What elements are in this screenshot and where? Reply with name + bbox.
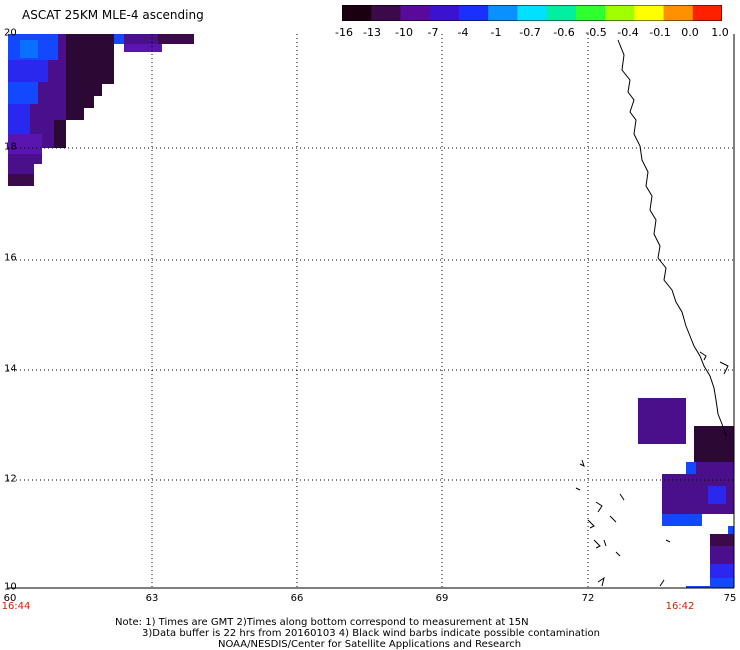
coastline	[575, 39, 729, 587]
swath-southeast	[638, 398, 734, 588]
lon-label-60: 60	[3, 593, 17, 604]
product-title: ASCAT 25KM MLE-4 ascending	[22, 8, 204, 22]
colorbar-cell	[371, 5, 401, 21]
colorbar-label: -7	[427, 26, 439, 39]
lon-label-75: 75	[723, 593, 737, 604]
footer-note-2: 3)Data buffer is 22 hrs from 20160103 4)…	[142, 628, 600, 639]
lon-label-69: 69	[435, 593, 449, 604]
colorbar-cell	[517, 5, 548, 21]
time-label-left: 16:44	[1, 601, 31, 612]
colorbar-label: -16	[335, 26, 353, 39]
swath-northwest	[8, 34, 194, 188]
lon-label-66: 66	[290, 593, 304, 604]
colorbar-labels: -16 -13 -10 -7 -4 -1 -0.7 -0.6 -0.5 -0.4…	[330, 26, 730, 40]
colorbar-cell	[429, 5, 460, 21]
lat-label-10: 10	[4, 581, 17, 593]
colorbar-cell	[634, 5, 665, 21]
colorbar-cell	[458, 5, 489, 21]
colorbar-cell	[663, 5, 694, 21]
colorbar-label: -0.5	[585, 26, 607, 39]
colorbar-label: -0.6	[553, 26, 575, 39]
colorbar-label: -0.4	[617, 26, 639, 39]
footer-credit: NOAA/NESDIS/Center for Satellite Applica…	[218, 639, 522, 650]
lat-label-16: 16	[4, 252, 17, 264]
colorbar-label: -0.7	[519, 26, 541, 39]
colorbar-cell	[605, 5, 635, 21]
colorbar-cell	[400, 5, 431, 21]
lat-label-12: 12	[4, 473, 17, 485]
lat-label-14: 14	[4, 363, 17, 375]
colorbar-cell	[692, 5, 722, 21]
lon-label-72: 72	[581, 593, 595, 604]
colorbar-label: -1	[490, 26, 502, 39]
colorbar-cell	[575, 5, 606, 21]
colorbar-label: -13	[363, 26, 381, 39]
map-frame	[8, 34, 735, 589]
colorbar-label: -4	[457, 26, 469, 39]
time-label-right: 16:42	[665, 601, 695, 612]
colorbar-cell	[488, 5, 518, 21]
lat-label-20: 20	[4, 27, 17, 39]
lat-label-18: 18	[4, 141, 17, 153]
footer-note-1: Note: 1) Times are GMT 2)Times along bot…	[115, 617, 529, 628]
graticule	[8, 34, 734, 588]
colorbar-label: 1.0	[711, 26, 729, 39]
colorbar-cell	[342, 5, 372, 21]
colorbar-cell	[546, 5, 577, 21]
colorbar	[342, 5, 722, 21]
colorbar-label: 0.0	[681, 26, 699, 39]
colorbar-label: -10	[395, 26, 413, 39]
lon-label-63: 63	[145, 593, 159, 604]
colorbar-label: -0.1	[649, 26, 671, 39]
